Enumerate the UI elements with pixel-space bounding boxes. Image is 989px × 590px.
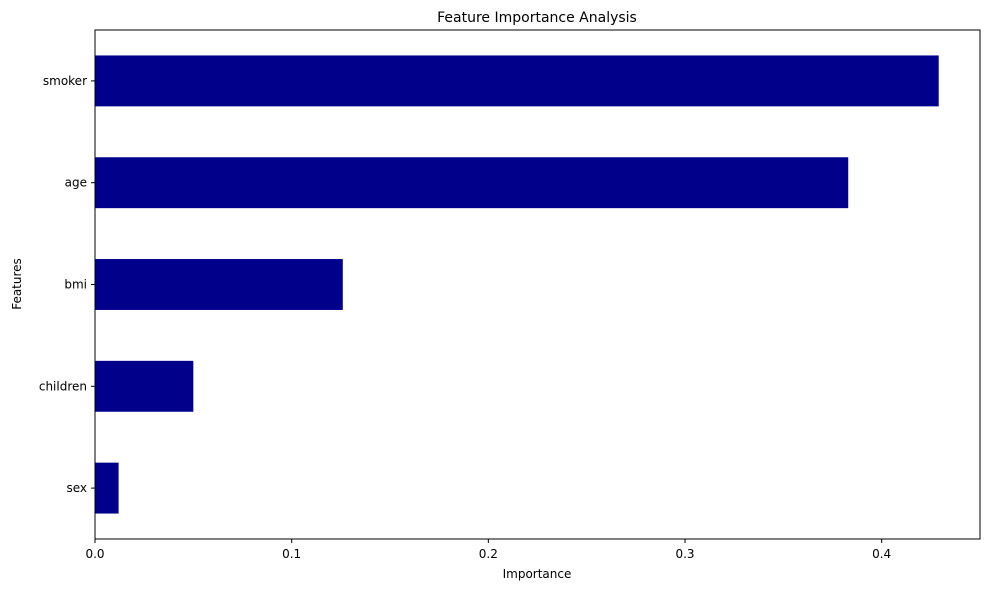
bar-children <box>95 360 194 412</box>
bars-group <box>95 55 939 514</box>
chart-title: Feature Importance Analysis <box>437 10 637 26</box>
x-tick-label: 0.0 <box>85 547 104 561</box>
bar-smoker <box>95 55 939 107</box>
y-tick-label: sex <box>66 481 87 495</box>
y-tick-label: smoker <box>43 74 87 88</box>
x-axis-label: Importance <box>503 567 572 581</box>
plot-frame <box>94 29 981 540</box>
x-tick-label: 0.4 <box>872 547 891 561</box>
x-tick-label: 0.2 <box>479 547 498 561</box>
bar-age <box>95 157 849 209</box>
x-tick-label: 0.3 <box>675 547 694 561</box>
y-axis-label: Features <box>10 258 24 310</box>
y-tick-label: age <box>65 176 87 190</box>
y-tick-label: children <box>39 379 87 393</box>
x-tick-label: 0.1 <box>282 547 301 561</box>
x-axis-ticks: 0.0 0.1 0.2 0.3 0.4 <box>85 539 891 561</box>
bar-sex <box>95 462 119 514</box>
y-tick-label: bmi <box>64 278 87 292</box>
y-axis-ticks: smoker age bmi children sex <box>39 74 95 495</box>
bar-bmi <box>95 259 343 310</box>
